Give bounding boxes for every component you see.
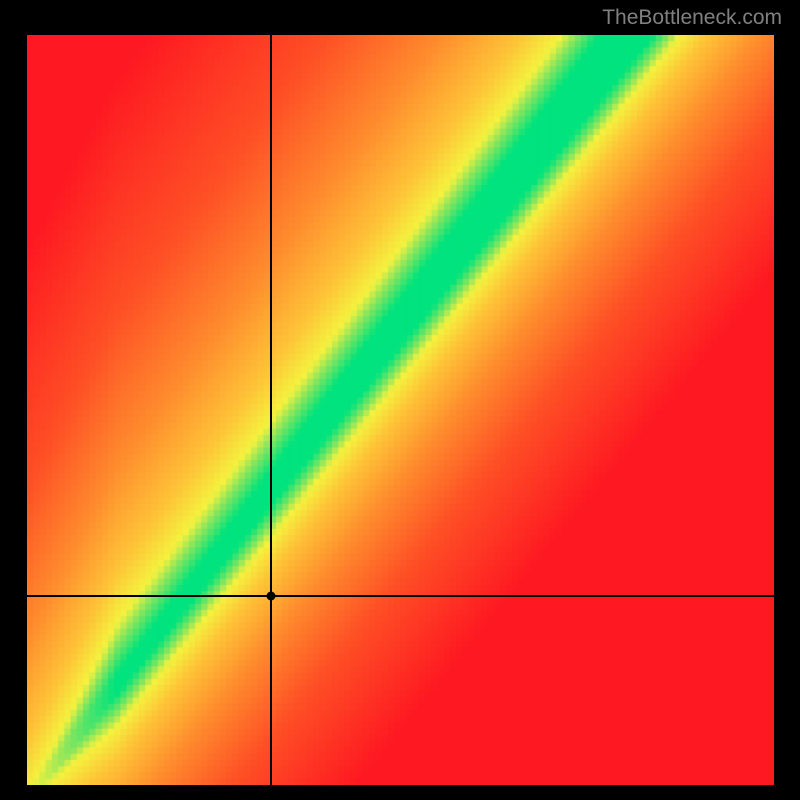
watermark-text: TheBottleneck.com xyxy=(602,6,782,30)
heatmap-plot xyxy=(27,35,774,785)
crosshair-horizontal xyxy=(27,595,774,597)
crosshair-vertical xyxy=(270,35,272,785)
heatmap-canvas xyxy=(27,35,774,785)
chart-container: TheBottleneck.com xyxy=(0,0,800,800)
crosshair-marker xyxy=(266,592,275,601)
